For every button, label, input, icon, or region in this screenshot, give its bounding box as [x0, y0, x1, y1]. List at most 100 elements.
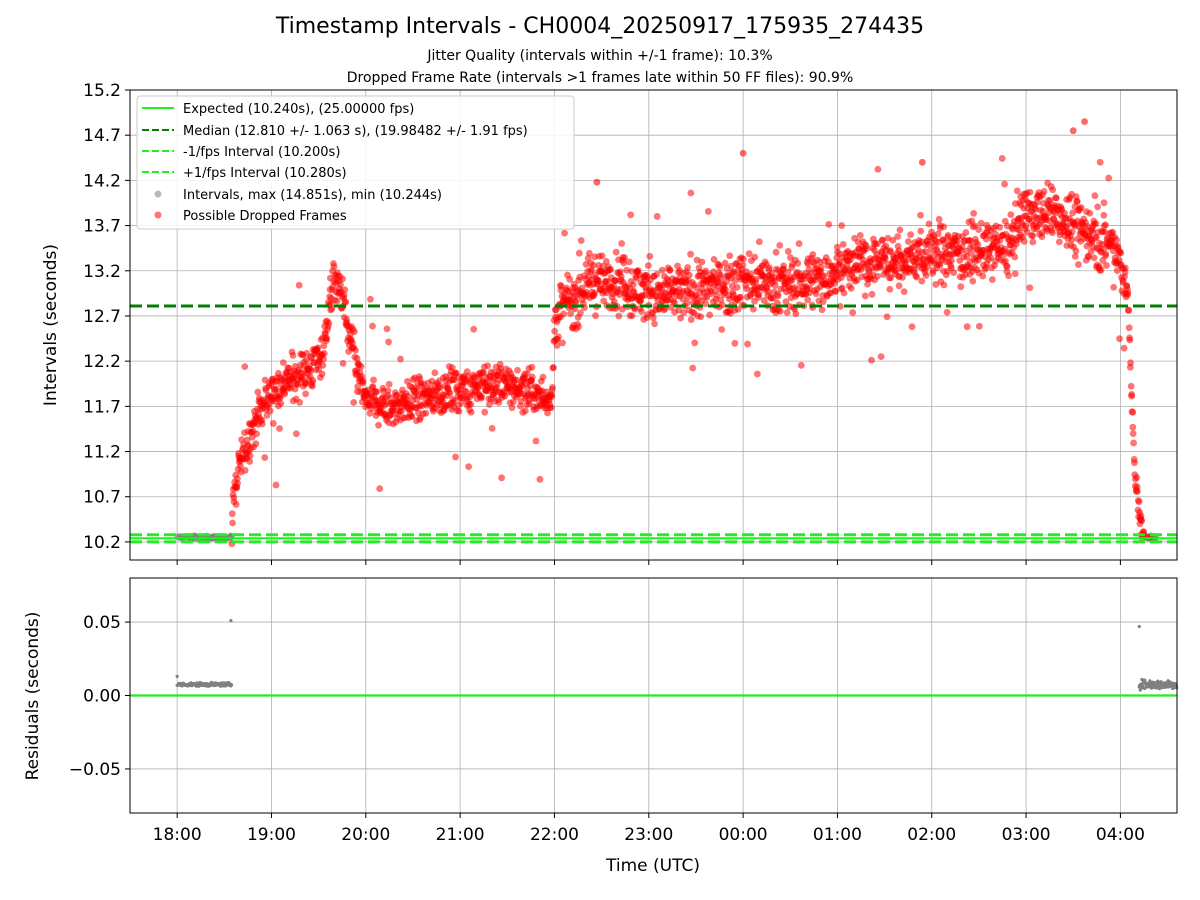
- dropped-frame-point: [1102, 250, 1110, 258]
- dropped-frame-point: [896, 226, 904, 234]
- dropped-frame-point: [970, 209, 978, 217]
- dropped-frame-point: [1129, 423, 1137, 431]
- legend-label-dropped: Possible Dropped Frames: [183, 209, 347, 224]
- dropped-frame-point: [745, 250, 753, 258]
- residuals-x-ticks: 18:00 19:00 20:00 21:00 22:00 23:00 00:00 01:00…: [153, 813, 1145, 845]
- dropped-frame-point: [1100, 199, 1108, 207]
- residuals-y-tick-label: 0.00: [83, 687, 121, 707]
- dropped-frame-point: [369, 322, 376, 330]
- residuals-y-axis-label: Residuals (seconds): [23, 612, 43, 781]
- dropped-frame-point: [488, 424, 496, 432]
- dropped-frame-point: [1034, 198, 1041, 206]
- residual-outlier-point: [229, 618, 233, 623]
- dropped-frame-point: [739, 149, 747, 157]
- dropped-frame-point: [319, 362, 327, 369]
- dropped-frame-point: [687, 189, 695, 197]
- dropped-frame-point: [1069, 127, 1077, 135]
- dropped-frame-point: [1069, 209, 1077, 217]
- dropped-frame-point: [296, 399, 304, 406]
- dropped-frame-point: [229, 519, 236, 527]
- intervals-y-tick-label: 14.2: [83, 171, 121, 191]
- x-tick-label: 18:00: [153, 825, 202, 845]
- dropped-frame-point: [465, 463, 473, 471]
- dropped-frame-point: [514, 366, 521, 374]
- dropped-frame-point: [243, 436, 251, 444]
- dropped-frame-point: [1116, 335, 1123, 343]
- dropped-frame-point: [1013, 187, 1021, 195]
- dropped-frame-point: [722, 286, 729, 294]
- dropped-frame-point: [749, 305, 757, 313]
- dropped-frame-point: [621, 254, 628, 261]
- dropped-frame-point: [258, 420, 266, 428]
- dropped-frame-point: [422, 409, 430, 417]
- dropped-frame-point: [589, 261, 597, 269]
- dropped-frame-point: [615, 312, 623, 320]
- dropped-frame-point: [957, 283, 965, 291]
- dropped-frame-point: [357, 362, 365, 370]
- dropped-frame-point: [740, 255, 747, 263]
- dropped-frame-point: [940, 223, 948, 231]
- dropped-frame-point: [881, 254, 889, 262]
- dropped-frame-point: [934, 230, 942, 238]
- dropped-frame-point: [958, 243, 966, 251]
- dropped-frame-point: [566, 275, 574, 283]
- dropped-frame-point: [677, 314, 685, 322]
- dropped-frame-point: [736, 293, 744, 301]
- dropped-frame-rate-subtitle: Dropped Frame Rate (intervals >1 frames …: [346, 70, 854, 86]
- residuals-points: [175, 618, 1179, 692]
- dropped-frame-point: [370, 376, 377, 384]
- dropped-frame-point: [314, 344, 322, 352]
- dropped-frame-point: [337, 281, 344, 289]
- dropped-frame-point: [893, 267, 900, 274]
- dropped-frame-point: [627, 211, 635, 219]
- dropped-frame-point: [553, 342, 561, 349]
- dropped-frame-point: [528, 373, 536, 381]
- dropped-frame-point: [780, 262, 788, 270]
- dropped-frame-point: [967, 249, 975, 257]
- dropped-frame-point: [1096, 158, 1104, 166]
- dropped-frame-point: [1026, 188, 1034, 196]
- residuals-y-tick-label: 0.05: [83, 613, 121, 633]
- x-tick-label: 00:00: [719, 825, 768, 845]
- intervals-y-tick-label: 14.7: [83, 126, 121, 146]
- dropped-frame-point: [693, 284, 700, 292]
- dropped-frame-point: [1068, 236, 1076, 244]
- dropped-frame-point: [847, 284, 855, 292]
- dropped-frame-point: [954, 237, 961, 245]
- dropped-frame-point: [253, 430, 261, 438]
- legend-box: [136, 95, 575, 230]
- dropped-frame-point: [481, 408, 489, 416]
- dropped-frame-point: [899, 273, 906, 281]
- dropped-frame-point: [825, 220, 833, 228]
- dropped-frame-point: [820, 272, 828, 280]
- dropped-frame-point: [498, 474, 505, 482]
- dropped-frame-point: [333, 297, 341, 305]
- intervals-y-tick-label: 13.2: [83, 262, 121, 282]
- dropped-frame-point: [651, 320, 658, 328]
- dropped-frame-point: [666, 266, 674, 274]
- dropped-frame-point: [907, 231, 915, 239]
- dropped-frame-point: [575, 323, 582, 331]
- dropped-frame-point: [292, 430, 300, 438]
- dropped-frame-point: [474, 384, 482, 392]
- dropped-frame-point: [448, 364, 456, 372]
- dropped-frame-point: [555, 333, 562, 341]
- legend-entry-median: Median (12.810 +/- 1.063 s), (19.98482 +…: [142, 124, 528, 139]
- dropped-frame-point: [917, 211, 924, 219]
- dropped-frame-point: [913, 273, 921, 281]
- legend-label-minus-fps: -1/fps Interval (10.200s): [183, 145, 340, 160]
- dropped-frame-point: [878, 236, 886, 244]
- dropped-frame-point: [996, 223, 1004, 231]
- dropped-frame-point: [713, 292, 721, 299]
- dropped-frame-point: [1040, 187, 1048, 195]
- intervals-reference-lines: [130, 304, 1177, 544]
- legend-label-expected: Expected (10.240s), (25.00000 fps): [183, 102, 414, 117]
- dropped-frame-point: [687, 316, 695, 323]
- dropped-frame-point: [874, 165, 882, 173]
- dropped-frame-point: [776, 241, 784, 249]
- x-tick-label: 02:00: [907, 825, 956, 845]
- dropped-frame-point: [323, 335, 331, 342]
- dropped-frame-point: [387, 394, 395, 402]
- dropped-frame-point: [839, 240, 847, 248]
- dropped-frame-point: [397, 355, 404, 363]
